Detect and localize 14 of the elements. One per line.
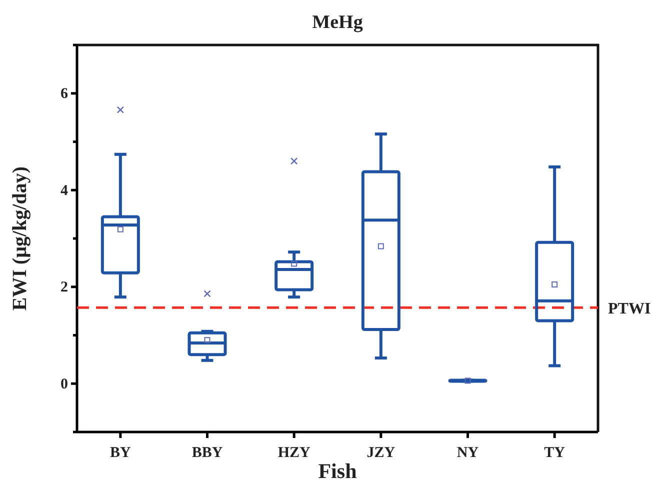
y-tick-label: 4 bbox=[60, 182, 68, 199]
x-tick-label: BY bbox=[110, 444, 131, 461]
y-tick-label: 6 bbox=[60, 86, 68, 102]
x-tick-label: HZY bbox=[278, 444, 310, 461]
y-tick-label: 2 bbox=[60, 280, 68, 296]
y-tick-label: 0 bbox=[60, 376, 68, 392]
x-tick-label: NY bbox=[456, 444, 479, 461]
x-tick-label: TY bbox=[544, 444, 566, 461]
x-axis-title: Fish bbox=[318, 459, 358, 483]
x-tick-label: JZY bbox=[366, 444, 396, 461]
y-axis-title: EWI (μg/kg/day) bbox=[9, 166, 31, 311]
chart-title: MeHg bbox=[312, 12, 364, 33]
ref-line-label: PTWI bbox=[608, 300, 651, 318]
x-tick-label: BBY bbox=[192, 444, 223, 461]
